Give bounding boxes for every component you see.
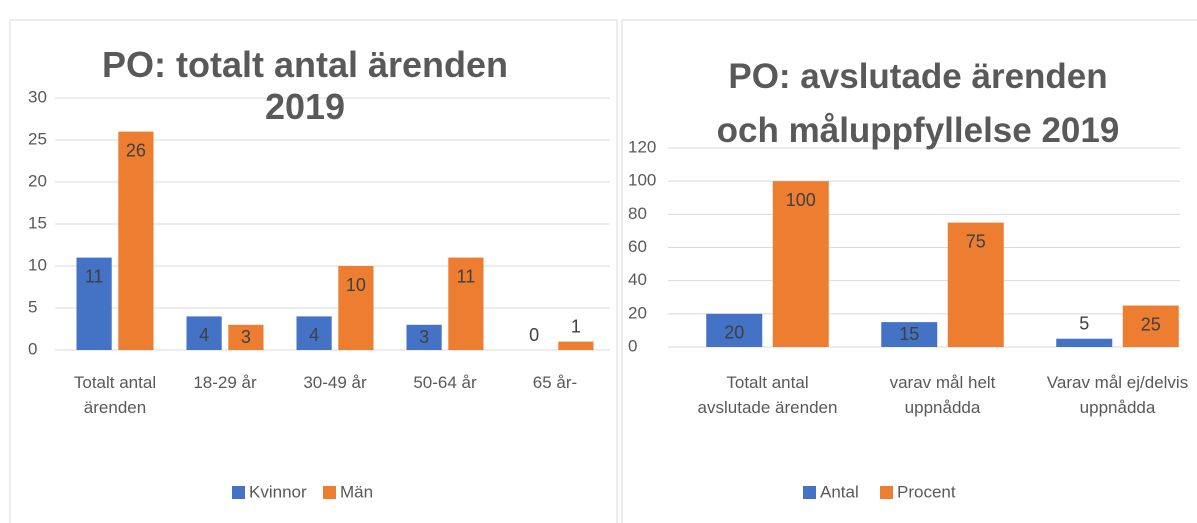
data-label: 4 bbox=[309, 325, 319, 345]
data-label: 15 bbox=[899, 324, 919, 344]
bar bbox=[706, 313, 763, 347]
bar bbox=[118, 131, 154, 350]
legend-label: Antal bbox=[820, 482, 859, 501]
data-label: 10 bbox=[346, 275, 366, 295]
legend-label: Män bbox=[340, 482, 373, 501]
data-label: 20 bbox=[724, 323, 744, 343]
data-label: 100 bbox=[786, 190, 816, 210]
x-tick-label: Totalt antal ärenden bbox=[73, 373, 157, 417]
y-tick-label: 0 bbox=[628, 336, 637, 355]
bar bbox=[947, 222, 1004, 347]
data-label: 25 bbox=[1141, 314, 1161, 334]
x-tick-label: 65 år- bbox=[532, 373, 578, 392]
chart-title: PO: avslutade ärenden och måluppfyllelse… bbox=[716, 57, 1120, 150]
bar bbox=[406, 324, 442, 350]
y-tick-label: 80 bbox=[628, 204, 647, 223]
bar bbox=[296, 316, 332, 350]
legend-swatch bbox=[880, 486, 893, 499]
bar bbox=[76, 257, 112, 350]
x-tick-label: Totalt antal avslutade ärenden bbox=[697, 373, 838, 417]
data-label: 3 bbox=[241, 327, 251, 347]
chart-title: PO: totalt antal ärenden 2019 bbox=[101, 44, 509, 127]
data-label: 4 bbox=[199, 325, 209, 345]
bar bbox=[772, 181, 829, 347]
x-tick-label: varav mål helt uppnådda bbox=[889, 373, 996, 417]
x-tick-label: Varav mål ej/delvis uppnådda bbox=[1046, 373, 1189, 417]
legend-swatch bbox=[803, 486, 816, 499]
data-label: 0 bbox=[529, 325, 539, 345]
data-label: 11 bbox=[85, 266, 104, 286]
y-tick-label: 5 bbox=[28, 297, 37, 316]
y-tick-label: 20 bbox=[628, 303, 647, 322]
legend-label: Kvinnor bbox=[249, 482, 307, 501]
legend-swatch bbox=[323, 486, 336, 499]
y-tick-label: 0 bbox=[28, 339, 37, 358]
bar bbox=[448, 257, 484, 350]
y-tick-label: 30 bbox=[28, 87, 47, 106]
data-label: 75 bbox=[966, 231, 986, 251]
y-tick-label: 100 bbox=[628, 171, 656, 190]
data-label: 11 bbox=[457, 266, 476, 286]
bar bbox=[338, 266, 374, 350]
data-label: 5 bbox=[1079, 313, 1089, 333]
x-tick-label: 30-49 år bbox=[303, 373, 367, 392]
y-tick-label: 40 bbox=[628, 270, 647, 289]
panel bbox=[9, 19, 618, 523]
bar bbox=[558, 341, 594, 350]
data-label: 3 bbox=[419, 327, 429, 347]
bar bbox=[1056, 338, 1113, 347]
bar bbox=[881, 322, 938, 347]
x-tick-label: 50-64 år bbox=[413, 373, 477, 392]
y-tick-label: 25 bbox=[28, 129, 47, 148]
y-tick-label: 120 bbox=[628, 137, 656, 156]
bar bbox=[1122, 305, 1179, 347]
data-label: 1 bbox=[571, 316, 581, 336]
legend-label: Procent bbox=[897, 482, 956, 501]
y-tick-label: 15 bbox=[28, 213, 47, 232]
y-tick-label: 20 bbox=[28, 171, 47, 190]
legend-swatch bbox=[232, 486, 245, 499]
x-tick-label: 18-29 år bbox=[193, 373, 257, 392]
bar bbox=[186, 316, 222, 350]
panel bbox=[621, 19, 1197, 523]
data-label: 26 bbox=[126, 140, 146, 160]
bar bbox=[228, 324, 264, 350]
y-tick-label: 60 bbox=[628, 237, 647, 256]
y-tick-label: 10 bbox=[28, 255, 47, 274]
